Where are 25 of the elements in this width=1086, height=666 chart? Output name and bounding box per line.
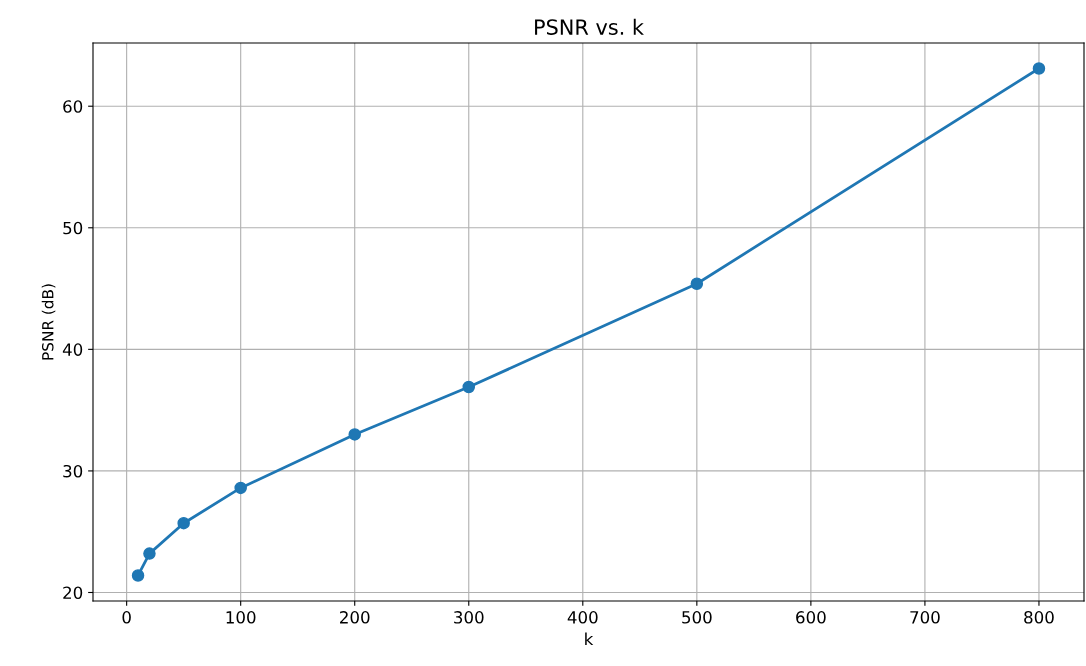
x-tick-label: 0	[122, 611, 131, 624]
x-tick-label: 300	[454, 611, 484, 624]
y-tick-label: 60	[63, 100, 83, 113]
x-tick-label: 100	[226, 611, 256, 624]
point	[462, 380, 476, 394]
point	[1032, 62, 1046, 75]
y-tick-label: 30	[63, 464, 83, 478]
point	[690, 277, 704, 290]
x-tick-label: 600	[796, 611, 826, 624]
point	[234, 481, 247, 495]
x-tick-label: 400	[567, 611, 598, 624]
point	[143, 547, 156, 560]
point	[177, 516, 190, 530]
y-tick-label: 50	[63, 221, 83, 235]
x-tick-label: 200	[340, 611, 370, 624]
chart-title: PSNR vs. k	[535, 18, 644, 35]
y-axis-title: PSNR (dB)	[41, 284, 56, 360]
x-tick-label: 800	[1024, 611, 1054, 624]
point	[348, 428, 361, 441]
x-tick-label: 700	[910, 611, 940, 624]
x-axis-title: k	[585, 632, 594, 646]
point	[131, 569, 145, 582]
y-tick-label: 20	[63, 586, 83, 600]
x-tick-label: 500	[682, 611, 712, 624]
y-tick-label: 40	[62, 343, 83, 356]
